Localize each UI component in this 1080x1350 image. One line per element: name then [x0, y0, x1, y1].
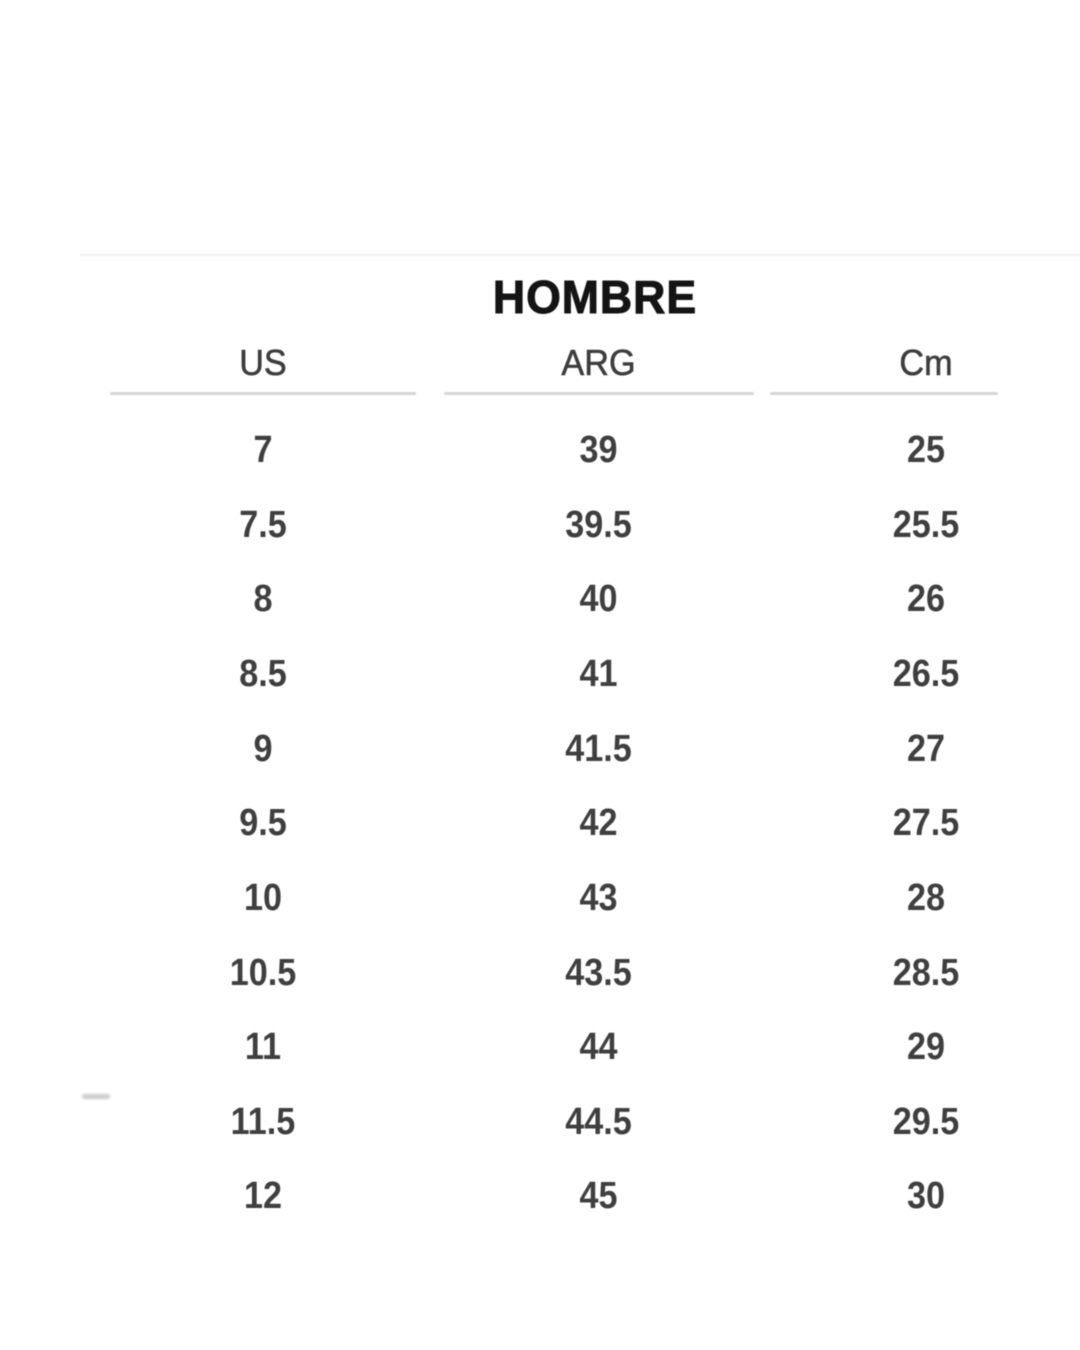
table-row: 7 39 25 [0, 431, 1080, 469]
cell-cm: 25 [906, 429, 946, 471]
cell-us: 11 [244, 1026, 282, 1068]
page-title: HOMBRE [492, 271, 698, 324]
header-underline-arg [444, 392, 754, 395]
cell-cm: 29.5 [892, 1101, 960, 1143]
section-divider [80, 254, 1080, 256]
table-row: 10 43 28 [0, 879, 1080, 917]
table-row: 12 45 30 [0, 1177, 1080, 1215]
cell-us: 8 [253, 578, 273, 620]
cell-cm: 26.5 [892, 653, 960, 695]
cell-arg: 41.5 [565, 728, 632, 770]
table-row: 9 41.5 27 [0, 730, 1080, 768]
table-row: 11 44 29 [0, 1028, 1080, 1066]
cell-arg: 45 [579, 1175, 618, 1217]
table-row: 9.5 42 27.5 [0, 804, 1080, 842]
cell-us: 10 [243, 877, 283, 919]
table-row: 8 40 26 [0, 580, 1080, 618]
table-row: 10.5 43.5 28.5 [0, 954, 1080, 992]
cell-us: 11.5 [230, 1101, 296, 1143]
table-row: 7.5 39.5 25.5 [0, 506, 1080, 544]
cell-us: 10.5 [229, 952, 297, 994]
cell-arg: 42 [579, 802, 618, 844]
cell-arg: 43.5 [565, 952, 632, 994]
column-header-arg: ARG [561, 342, 636, 383]
cell-us: 7 [253, 429, 273, 471]
cell-arg: 44.5 [565, 1101, 632, 1143]
header-underline-us [110, 392, 416, 395]
cell-us: 9.5 [239, 802, 287, 844]
cell-cm: 25.5 [892, 504, 960, 546]
cell-arg: 41 [579, 653, 618, 695]
cell-arg: 43 [579, 877, 618, 919]
cell-cm: 28 [906, 877, 946, 919]
column-header-us: US [239, 342, 287, 383]
cell-cm: 28.5 [892, 952, 960, 994]
table-row: 11.5 44.5 29.5 [0, 1103, 1080, 1141]
cell-cm: 30 [906, 1175, 946, 1217]
cell-us: 12 [243, 1175, 283, 1217]
cell-cm: 29 [906, 1026, 946, 1068]
cell-cm: 26 [906, 578, 946, 620]
cell-us: 8.5 [239, 653, 287, 695]
cell-cm: 27 [906, 728, 946, 770]
cell-arg: 39.5 [565, 504, 632, 546]
edge-dash-artifact [82, 1094, 110, 1099]
cell-cm: 27.5 [892, 802, 960, 844]
cell-arg: 44 [579, 1026, 618, 1068]
cell-us: 7.5 [239, 504, 287, 546]
cell-arg: 40 [579, 578, 618, 620]
header-underline-cm [770, 392, 998, 395]
cell-us: 9 [253, 728, 273, 770]
table-row: 8.5 41 26.5 [0, 655, 1080, 693]
column-header-cm: Cm [899, 342, 953, 383]
cell-arg: 39 [579, 429, 618, 471]
